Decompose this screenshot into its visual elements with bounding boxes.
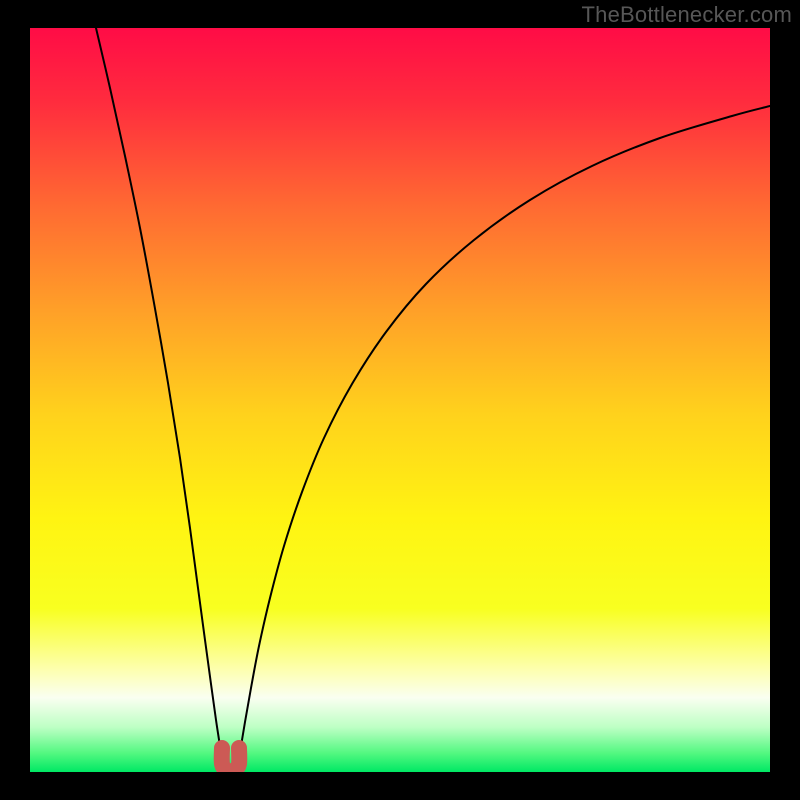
bottleneck-chart [30, 28, 770, 772]
chart-frame: TheBottlenecker.com [0, 0, 800, 800]
gradient-background [30, 28, 770, 772]
watermark-text: TheBottlenecker.com [582, 2, 792, 28]
